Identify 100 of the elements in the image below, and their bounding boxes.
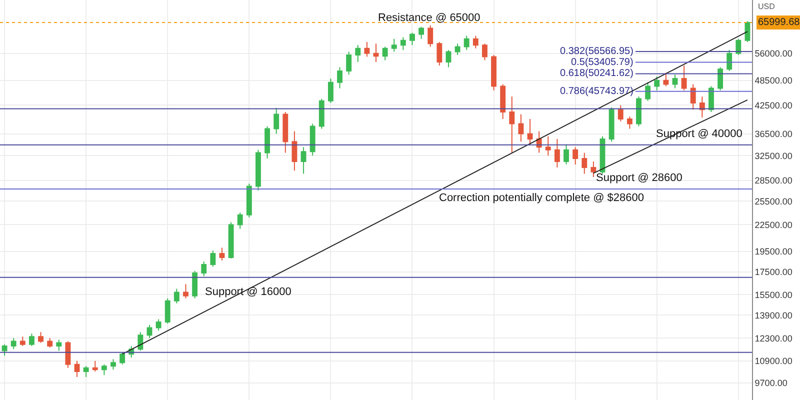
candlestick: [554, 138, 560, 168]
y-tick-label: 25500.00: [754, 196, 792, 206]
candlestick: [418, 26, 424, 40]
candlestick: [608, 106, 614, 142]
candlestick: [318, 98, 324, 130]
candlestick: [219, 247, 225, 261]
candlestick: [192, 270, 198, 299]
candlestick: [690, 84, 696, 110]
candlestick: [174, 288, 180, 304]
y-tick-label: 22500.00: [754, 220, 792, 230]
candlestick: [138, 332, 144, 352]
candlestick: [292, 130, 298, 172]
candlestick: [210, 250, 216, 268]
candlestick: [472, 35, 478, 49]
candlestick: [74, 360, 80, 378]
annotation: Resistance @ 65000: [378, 12, 480, 24]
candlestick: [201, 260, 207, 277]
y-tick-label: 19500.00: [754, 246, 792, 257]
candlestick: [699, 96, 705, 118]
candlestick: [156, 318, 162, 332]
candlestick: [564, 144, 569, 165]
candlestick: [464, 35, 470, 51]
candlestick: [454, 43, 460, 56]
ref-line-label: 0.618(50241.62): [560, 68, 634, 79]
candlestick: [428, 24, 434, 48]
y-tick-label: 10900.00: [754, 356, 792, 366]
candlestick: [20, 336, 26, 346]
candlestick: [47, 338, 53, 348]
candlestick: [509, 96, 515, 154]
annotation: Support @ 16000: [205, 286, 292, 298]
y-tick-label: 9700.00: [754, 378, 788, 388]
candlestick: [56, 339, 62, 352]
candlestick: [183, 284, 188, 299]
candlestick: [65, 340, 71, 368]
candlestick: [310, 123, 316, 156]
annotation: Support @ 28600: [596, 172, 682, 184]
candlestick: [364, 41, 370, 58]
candlestick: [636, 96, 642, 127]
candlestick: [10, 338, 16, 350]
candlestick: [708, 86, 714, 112]
candlestick: [256, 149, 261, 191]
candlestick: [582, 152, 588, 174]
candlestick: [346, 51, 352, 76]
candlestick: [626, 116, 632, 130]
candlestick: [726, 50, 732, 72]
ref-line-label: 0.382(56566.95): [560, 46, 634, 57]
candlestick: [391, 38, 397, 52]
candlestick: [83, 366, 89, 378]
candlestick: [337, 66, 342, 89]
candlestick: [237, 212, 243, 230]
y-tick-label: 12300.00: [754, 333, 792, 344]
candlestick: [500, 84, 506, 120]
ref-line-label: 65999.68: [758, 17, 800, 28]
candlestick: [228, 222, 234, 259]
candlestick: [618, 104, 624, 122]
candlestick: [164, 298, 170, 324]
candlestick: [28, 333, 34, 346]
candlestick: [264, 126, 270, 160]
candlestick: [736, 38, 742, 56]
candlestick: [282, 111, 288, 154]
candlestick: [410, 32, 415, 46]
candlestick: [120, 352, 126, 365]
y-tick-label: 48500.00: [754, 76, 792, 86]
candlestick: [300, 146, 306, 174]
candlestick: [491, 54, 496, 91]
candlestick: [38, 332, 44, 344]
candlestick: [681, 65, 687, 91]
candlestick: [110, 358, 116, 370]
candlestick: [654, 76, 660, 91]
y-tick-label: 42500.00: [754, 100, 792, 110]
candlestick: [545, 136, 551, 156]
candlestick: [328, 78, 334, 104]
candlestick: [663, 72, 669, 87]
annotation: Correction potentially complete @ $28600: [439, 192, 644, 204]
candlestick: [527, 118, 533, 145]
candlestick: [382, 46, 388, 61]
candlestick: [718, 66, 724, 91]
candlestick: [373, 43, 379, 62]
ref-line-label: 0.5(53405.79): [571, 57, 634, 68]
candlestick: [590, 160, 596, 178]
candlestick: [446, 50, 452, 68]
y-tick-label: 36500.00: [754, 128, 792, 139]
y-tick-label: 56000.00: [754, 48, 792, 59]
y-tick-label: 32500.00: [754, 150, 792, 161]
text: USD: [758, 2, 776, 11]
candlestick: [274, 107, 280, 134]
candlestick: [355, 44, 361, 62]
candlestick: [400, 36, 406, 51]
y-tick-label: 28500.00: [754, 175, 792, 186]
y-tick-label: 13900.00: [754, 310, 792, 320]
candlestick: [101, 364, 107, 376]
candlestick: [246, 183, 252, 218]
candlestick: [146, 324, 152, 339]
candlestick: [482, 43, 488, 61]
candlestick: [672, 74, 678, 89]
candlestick: [518, 114, 524, 142]
y-tick-label: 17500.00: [754, 267, 792, 278]
candlestick: [572, 146, 578, 165]
candlestick: [92, 360, 98, 372]
y-tick-label: 15500.00: [754, 290, 792, 300]
